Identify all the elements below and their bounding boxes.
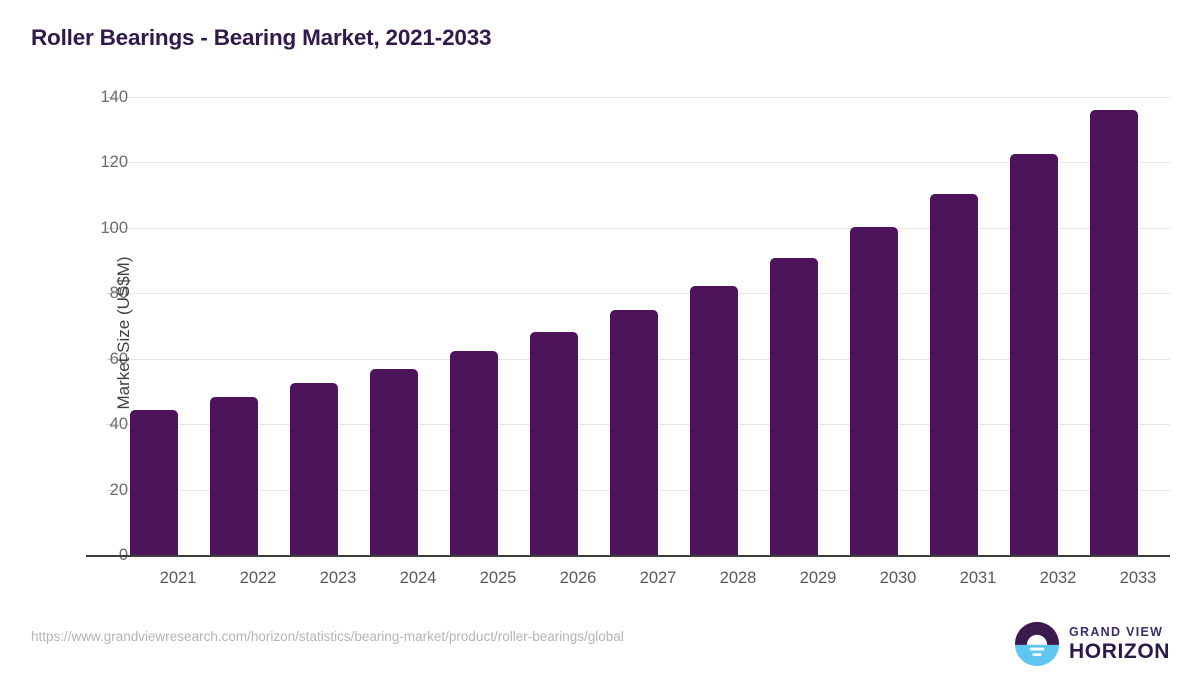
bar[interactable] (610, 310, 658, 555)
y-axis-tick-label: 80 (109, 284, 128, 303)
brand-logo: GRAND VIEW HORIZON (1014, 620, 1169, 668)
x-axis-tick-label: 2027 (639, 569, 677, 587)
gridline (114, 227, 1170, 229)
bar[interactable] (1010, 154, 1058, 555)
source-url[interactable]: https://www.grandviewresearch.com/horizo… (31, 629, 624, 644)
bar[interactable] (130, 410, 178, 555)
bars-layer (130, 97, 1170, 555)
brand-line-1: GRAND VIEW (1069, 624, 1164, 639)
bar[interactable] (690, 286, 738, 555)
x-axis-tick-label: 2026 (559, 569, 597, 587)
plot-area: 020406080100120140 Market Size (US$M) 20… (86, 88, 1170, 587)
x-axis-tick-label: 2028 (719, 569, 757, 587)
y-axis-tick-label: 40 (109, 415, 128, 434)
brand-wordmark: GRAND VIEW HORIZON (1069, 626, 1170, 663)
gridline (114, 97, 1170, 98)
y-axis-tick-label: 100 (100, 218, 128, 237)
bar[interactable] (370, 368, 418, 555)
x-axis-tick-label: 2030 (879, 569, 917, 587)
y-axis-tick-label: 120 (100, 153, 128, 172)
x-axis-tick-label: 2023 (319, 569, 357, 587)
bar[interactable] (770, 257, 818, 555)
y-axis-tick-mark (107, 424, 115, 426)
y-axis-tick-mark (107, 293, 115, 295)
y-axis-tick-label: 60 (109, 349, 128, 368)
x-axis-tick-label: 2022 (239, 569, 277, 587)
x-axis-tick-label: 2021 (159, 569, 197, 587)
brand-line-2: HORIZON (1069, 640, 1171, 664)
x-axis-tick-label: 2029 (799, 569, 837, 587)
x-axis-tick-label: 2025 (479, 569, 517, 587)
y-axis-tick-label: 140 (100, 88, 128, 106)
bar[interactable] (210, 397, 258, 555)
x-axis-line (86, 555, 1170, 557)
y-axis-tick-label: 20 (109, 480, 128, 499)
bar[interactable] (290, 383, 338, 555)
bar[interactable] (1090, 110, 1138, 555)
horizon-logo-icon (1014, 621, 1060, 667)
y-axis-tick-mark (107, 97, 115, 98)
y-axis-tick-mark (107, 489, 115, 491)
x-axis-tick-label: 2024 (399, 569, 437, 587)
chart-title: Roller Bearings - Bearing Market, 2021-2… (31, 25, 492, 50)
gridline (114, 293, 1170, 295)
bar[interactable] (850, 227, 898, 555)
bar[interactable] (930, 193, 978, 555)
y-axis-tick-mark (107, 162, 115, 164)
bar[interactable] (450, 350, 498, 555)
x-axis-tick-label: 2033 (1119, 569, 1157, 587)
y-axis-tick-mark (107, 227, 115, 229)
gridline (114, 162, 1170, 164)
bar[interactable] (530, 331, 578, 555)
x-axis-tick-label: 2032 (1039, 569, 1077, 587)
y-axis-tick-mark (107, 358, 115, 360)
x-axis-tick-label: 2031 (959, 569, 997, 587)
